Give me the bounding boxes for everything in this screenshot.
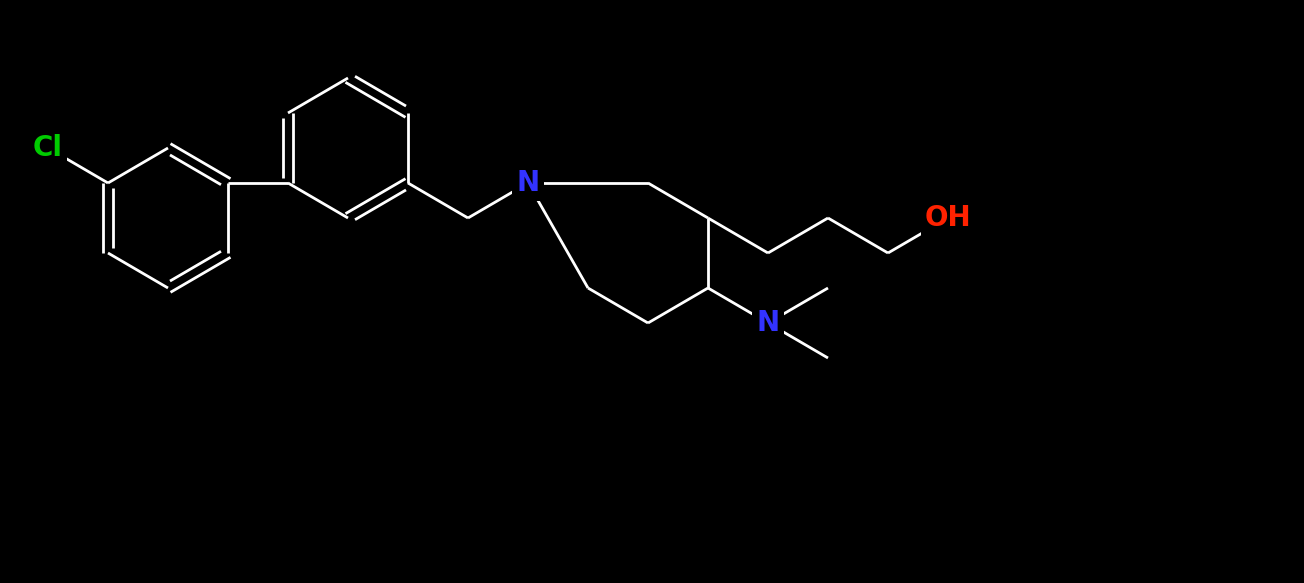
Text: N: N bbox=[516, 169, 540, 197]
Text: Cl: Cl bbox=[33, 134, 63, 162]
Text: OH: OH bbox=[925, 204, 971, 232]
Text: N: N bbox=[756, 309, 780, 337]
